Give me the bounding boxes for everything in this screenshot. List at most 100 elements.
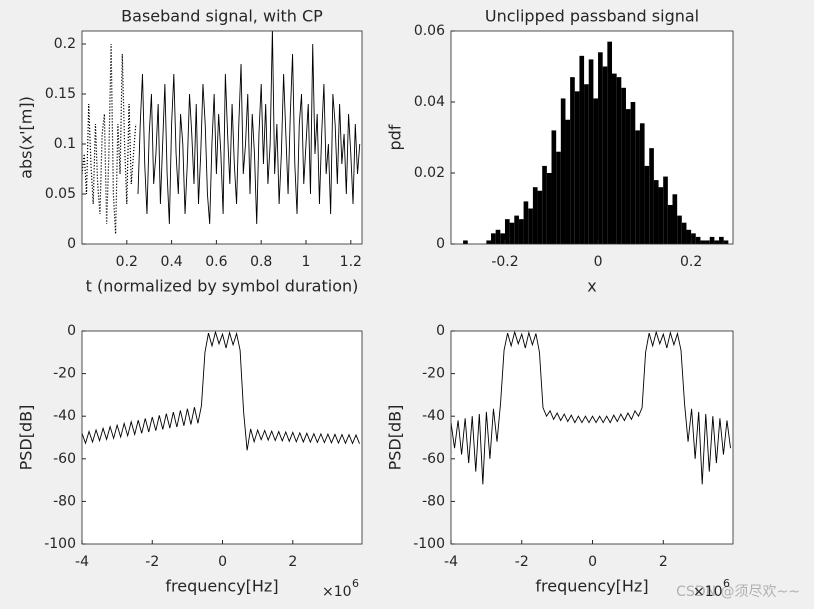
plot-area xyxy=(82,331,362,544)
y-axis-label: PSD[dB] xyxy=(17,405,36,471)
axes-box xyxy=(450,330,734,545)
y-axis-label: abs(x'[m]) xyxy=(17,96,36,179)
y-axis-label: pdf xyxy=(386,124,405,150)
axes-box xyxy=(81,330,363,545)
histogram-bar xyxy=(639,123,645,244)
histogram-bar xyxy=(658,187,664,244)
y-tick-label: -80 xyxy=(53,493,76,509)
histogram-bar xyxy=(509,222,515,244)
histogram-bar xyxy=(486,240,492,244)
histogram-bar xyxy=(616,77,622,244)
y-tick-label: 0.05 xyxy=(45,186,76,202)
y-tick-label: 0 xyxy=(67,323,76,339)
histogram-bar xyxy=(463,240,468,244)
histogram-bar xyxy=(644,165,650,244)
x-tick-label: 0.2 xyxy=(680,254,702,270)
histogram-bar xyxy=(560,98,566,244)
signal-line xyxy=(82,43,137,235)
x-multiplier: ×10 xyxy=(322,584,352,600)
y-tick-label: -60 xyxy=(53,451,76,467)
x-multiplier: ×10 xyxy=(693,584,723,600)
signal-line xyxy=(451,331,731,485)
y-axis-label: PSD[dB] xyxy=(386,405,405,471)
chart-title: Unclipped passband signal xyxy=(485,7,699,26)
histogram-bar xyxy=(714,240,720,244)
x-tick-label: 0.4 xyxy=(160,254,182,270)
x-multiplier-exponent: 6 xyxy=(352,577,359,590)
histogram-bar xyxy=(574,91,580,244)
x-tick-label: 0 xyxy=(218,554,227,570)
axes-box xyxy=(81,30,363,245)
signal-line xyxy=(82,331,360,451)
histogram-bar xyxy=(705,240,710,244)
histogram-bar xyxy=(584,84,589,244)
y-tick-label: 0.15 xyxy=(45,86,76,102)
histogram-bar xyxy=(653,180,659,244)
y-tick-label: 0.2 xyxy=(54,36,76,52)
histogram-bar xyxy=(565,119,571,244)
plot-data xyxy=(82,331,360,451)
x-tick-label: -4 xyxy=(75,554,89,570)
y-tick-label: -40 xyxy=(422,408,445,424)
histogram-bar xyxy=(537,190,543,244)
chart-title: Baseband signal, with CP xyxy=(121,7,323,26)
histogram-bar xyxy=(700,240,706,244)
histogram-bar xyxy=(579,55,585,244)
histogram-bar xyxy=(672,194,678,244)
x-axis-label: frequency[Hz] xyxy=(535,577,648,596)
x-axis-label: frequency[Hz] xyxy=(165,577,278,596)
histogram-bar xyxy=(621,87,626,244)
histogram-bar xyxy=(709,236,715,244)
histogram-bar xyxy=(612,73,617,244)
histogram-bar xyxy=(518,219,524,244)
x-tick-label: 0.6 xyxy=(205,254,227,270)
plot-data xyxy=(82,31,361,235)
histogram-bar xyxy=(677,215,682,244)
histogram-bar xyxy=(514,215,519,244)
histogram-bar xyxy=(649,148,654,244)
y-tick-label: -20 xyxy=(422,366,445,382)
x-tick-label: -2 xyxy=(515,554,529,570)
histogram-bar xyxy=(663,176,668,244)
histogram-bar xyxy=(551,130,557,244)
x-tick-label: -2 xyxy=(145,554,159,570)
x-axis-label: t (normalized by symbol duration) xyxy=(86,277,359,296)
histogram-bar xyxy=(546,173,552,244)
histogram-bar xyxy=(542,165,547,244)
histogram-bar xyxy=(523,201,529,244)
signal-line xyxy=(137,31,361,225)
x-axis-label: x xyxy=(587,277,596,296)
histogram-bar xyxy=(500,233,505,244)
histogram-bar xyxy=(719,236,724,244)
y-tick-label: -60 xyxy=(422,451,445,467)
x-tick-label: -4 xyxy=(444,554,458,570)
histogram-bar xyxy=(681,222,687,244)
y-tick-label: 0 xyxy=(436,323,445,339)
histogram-bar xyxy=(667,204,673,244)
histogram-bar xyxy=(532,187,538,244)
x-tick-label: 1 xyxy=(302,254,311,270)
y-tick-label: 0.02 xyxy=(414,165,445,181)
y-tick-label: 0 xyxy=(67,236,76,252)
histogram-bar xyxy=(504,219,510,244)
y-tick-label: 0.1 xyxy=(54,136,76,152)
histogram-bar xyxy=(588,59,594,244)
histogram-bar xyxy=(491,233,496,244)
x-tick-label: 0 xyxy=(588,554,597,570)
histogram-bar xyxy=(556,151,561,244)
y-tick-label: -100 xyxy=(413,536,445,552)
y-tick-label: 0.06 xyxy=(414,23,445,39)
plot-data xyxy=(463,41,729,244)
y-tick-label: 0 xyxy=(436,236,445,252)
histogram-bar xyxy=(691,233,696,244)
x-tick-label: 2 xyxy=(659,554,668,570)
axes-box xyxy=(450,30,734,245)
histogram-bar xyxy=(686,229,692,244)
plot-data xyxy=(451,331,731,485)
histogram-bar xyxy=(593,98,599,244)
histogram-bar xyxy=(695,236,701,244)
histogram-bar xyxy=(495,229,501,244)
histogram-bar xyxy=(635,130,640,244)
histogram-bar xyxy=(607,41,613,244)
